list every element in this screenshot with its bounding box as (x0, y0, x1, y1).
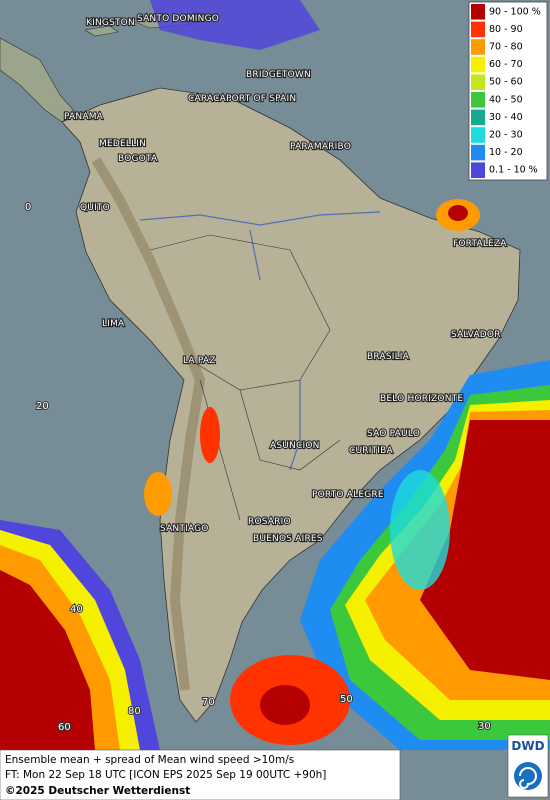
grid-label: 50 (340, 694, 353, 705)
legend: 90 - 100 % 80 - 90 70 - 80 60 - 70 50 - 60 40… (468, 1, 548, 181)
city-label: MEDELLIN (99, 139, 146, 149)
legend-label: 70 - 80 (489, 42, 523, 53)
rivers (139, 211, 381, 471)
legend-swatch (471, 109, 485, 126)
city-label: BRASILIA (367, 352, 410, 362)
city-label: FORTALEZA (453, 239, 507, 249)
city-label: BRIDGETOWN (246, 70, 311, 80)
logo-text: DWD (511, 739, 544, 753)
borders (149, 234, 341, 521)
city-label: PORTO ALEGRE (312, 490, 384, 500)
legend-swatch (471, 127, 485, 143)
legend-label: 60 - 70 (489, 59, 523, 70)
legend-swatch (471, 162, 485, 178)
footer-line: FT: Mon 22 Sep 18 UTC [ICON EPS 2025 Sep… (5, 769, 326, 781)
legend-label: 30 - 40 (489, 112, 523, 123)
city-label: BOGOTA (118, 154, 158, 164)
legend-label: 0.1 - 10 % (489, 165, 538, 176)
grid-label: 40 (70, 604, 83, 615)
city-label: PANAMA (64, 112, 104, 122)
cities: KINGSTON SANTO DOMINGOBRIDGETOWNCARACASPO… (63, 13, 508, 545)
footer-box (0, 749, 401, 800)
city-label: BELO HORIZONTE (380, 394, 463, 404)
legend-swatch (471, 56, 485, 73)
logo: DWD (507, 734, 549, 798)
logo-swirl (519, 767, 537, 789)
grid-label: 60 (58, 722, 71, 733)
legend-swatch (471, 144, 485, 161)
city-label: PARAMARIBO (290, 142, 351, 152)
legend-label: 20 - 30 (489, 130, 523, 141)
legend-swatch (471, 21, 485, 38)
legend-swatch (471, 4, 485, 20)
city-label: BUENOS AIRES (253, 534, 323, 544)
legend-label: 50 - 60 (489, 77, 523, 88)
city-label: PORT OF SPAIN (226, 94, 296, 104)
city-label: LA PAZ (183, 356, 216, 366)
footer-line: ©2025 Deutscher Wetterdienst (5, 785, 190, 797)
city-label: ASUNCION (270, 441, 320, 451)
legend-label: 40 - 50 (489, 94, 523, 105)
city-label: QUITO (80, 203, 110, 213)
probability-field (0, 0, 550, 750)
legend-swatch (471, 39, 485, 55)
city-label: KINGSTON (86, 18, 135, 28)
grid-labels: 0 20 40 60 80 70 50 30 (24, 201, 492, 734)
grid-label: 0 (25, 202, 31, 213)
grid-label: 20 (36, 401, 49, 412)
legend-swatch (471, 74, 485, 90)
city-label: ROSARIO (248, 517, 291, 527)
grid-label: 70 (202, 697, 215, 708)
city-label: SANTO DOMINGO (137, 14, 219, 24)
city-label: LIMA (102, 319, 125, 329)
legend-label: 10 - 20 (489, 147, 523, 158)
city-label: SAO PAULO (367, 429, 420, 439)
legend-label: 80 - 90 (489, 24, 523, 35)
grid-label: 80 (128, 706, 141, 717)
city-label: SALVADOR (451, 330, 501, 340)
footer-line: Ensemble mean + spread of Mean wind spee… (5, 754, 294, 766)
legend-label: 90 - 100 % (489, 6, 541, 17)
grid-label: 30 (478, 721, 491, 732)
city-label: SANTIAGO (160, 524, 209, 534)
city-label: CURITIBA (349, 446, 394, 456)
legend-swatch (471, 92, 485, 108)
city-label: CARACAS (188, 94, 232, 104)
